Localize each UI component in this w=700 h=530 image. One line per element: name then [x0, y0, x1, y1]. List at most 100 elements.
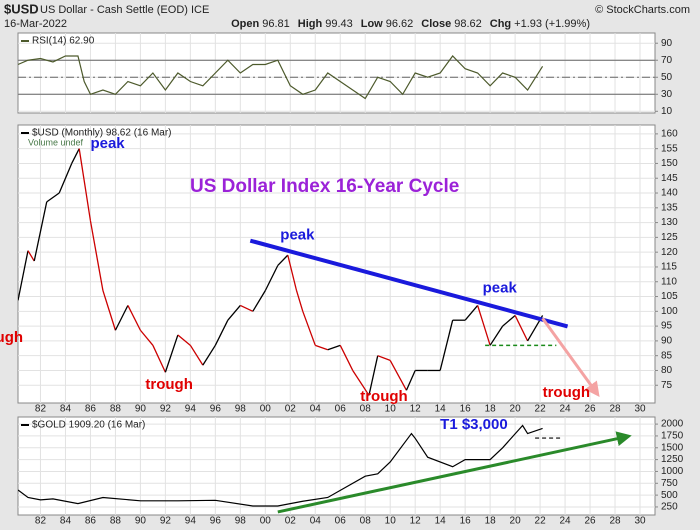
- line-segment: [33, 201, 48, 262]
- line-segment: [214, 319, 229, 346]
- line-segment: [114, 305, 129, 331]
- line-segment: [164, 334, 179, 373]
- x-tick-label: 94: [185, 404, 197, 415]
- x-tick-label: 08: [360, 516, 372, 527]
- y-tick-label: 30: [661, 89, 673, 100]
- line-segment: [489, 325, 504, 346]
- x-tick-label: 18: [485, 516, 497, 527]
- line-segment: [327, 344, 341, 351]
- annotation: trough: [145, 376, 192, 393]
- y-tick-label: 1000: [661, 466, 684, 477]
- annotation: peak: [483, 280, 518, 297]
- y-tick-label: 135: [661, 202, 678, 213]
- annotation: T1 $3,000: [440, 416, 508, 433]
- x-tick-label: 22: [535, 516, 547, 527]
- annotation-line: [541, 317, 600, 398]
- y-tick-label: 75: [661, 380, 673, 391]
- line-segment: [152, 345, 166, 373]
- line-segment: [389, 360, 408, 391]
- x-tick-label: 92: [160, 404, 172, 415]
- line-segment: [477, 305, 491, 346]
- x-tick-label: 92: [160, 516, 172, 527]
- y-tick-label: 10: [661, 106, 673, 117]
- x-tick-label: 14: [435, 516, 447, 527]
- note: Volume undef: [28, 137, 84, 147]
- x-tick-label: 00: [260, 404, 272, 415]
- y-tick-label: 70: [661, 55, 673, 66]
- quote-value: 99.43: [325, 18, 353, 30]
- x-tick-label: 88: [110, 516, 122, 527]
- y-tick-label: 95: [661, 321, 673, 332]
- x-tick-label: 24: [560, 516, 572, 527]
- y-tick-label: 80: [661, 365, 673, 376]
- credit: © StockCharts.com: [595, 4, 690, 16]
- y-tick-label: 105: [661, 291, 678, 302]
- line-segment: [252, 290, 266, 312]
- x-tick-label: 18: [485, 404, 497, 415]
- x-tick-label: 82: [35, 404, 47, 415]
- quote-value: 98.62: [454, 18, 482, 30]
- date: 16-Mar-2022: [4, 18, 67, 30]
- line-segment: [227, 304, 241, 321]
- line-segment: [189, 344, 204, 366]
- y-tick-label: 145: [661, 173, 678, 184]
- line-segment: [464, 304, 479, 321]
- x-tick-label: 00: [260, 516, 272, 527]
- x-tick-label: 22: [535, 404, 547, 415]
- line-segment: [46, 192, 60, 203]
- x-tick-label: 04: [310, 404, 322, 415]
- x-tick-label: 06: [335, 404, 347, 415]
- line-segment: [377, 355, 391, 362]
- x-tick-label: 88: [110, 404, 122, 415]
- x-tick-label: 10: [385, 404, 397, 415]
- x-tick-label: 86: [85, 404, 97, 415]
- x-tick-label: 20: [510, 516, 522, 527]
- x-tick-label: 02: [285, 516, 297, 527]
- y-tick-label: 155: [661, 143, 678, 154]
- x-tick-label: 26: [584, 404, 596, 415]
- x-tick-label: 90: [135, 404, 147, 415]
- y-tick-label: 500: [661, 490, 678, 501]
- y-tick-label: 90: [661, 38, 673, 49]
- symbol: $USD: [4, 1, 39, 16]
- x-tick-label: 94: [185, 516, 197, 527]
- line-segment: [302, 311, 316, 346]
- legend-label: $GOLD 1909.20 (16 Mar): [32, 420, 145, 431]
- quote-value: 96.81: [262, 18, 290, 30]
- plot: [18, 125, 655, 403]
- legend-label: $USD (Monthly) 98.62 (16 Mar): [32, 128, 172, 139]
- y-tick-label: 120: [661, 247, 678, 258]
- line-segment: [352, 370, 370, 396]
- x-tick-label: 16: [460, 404, 472, 415]
- annotation-line: [277, 431, 632, 514]
- y-tick-label: 1500: [661, 442, 684, 453]
- x-tick-label: 16: [460, 516, 472, 527]
- x-tick-label: 20: [510, 404, 522, 415]
- x-tick-label: 24: [560, 404, 572, 415]
- plot: [18, 33, 655, 113]
- x-tick-label: 02: [285, 404, 297, 415]
- y-tick-label: 115: [661, 262, 677, 273]
- quote-value: +1.93 (+1.99%): [514, 18, 590, 30]
- quote-value: 96.62: [386, 18, 414, 30]
- y-tick-label: 750: [661, 478, 678, 489]
- x-tick-label: 30: [634, 516, 646, 527]
- x-tick-label: 06: [335, 516, 347, 527]
- x-tick-label: 98: [235, 516, 247, 527]
- y-tick-label: 110: [661, 276, 677, 287]
- x-tick-label: 98: [235, 404, 247, 415]
- x-tick-label: 82: [35, 516, 47, 527]
- line-segment: [27, 250, 35, 262]
- annotation: trough: [543, 384, 590, 401]
- line-series: [18, 424, 543, 507]
- line-segment: [514, 315, 529, 342]
- line-segment: [339, 345, 354, 371]
- quote-label: Open: [231, 18, 259, 30]
- line-segment: [89, 220, 104, 291]
- quote-label: Low: [361, 18, 383, 30]
- y-tick-label: 1750: [661, 431, 684, 442]
- x-tick-label: 84: [60, 516, 72, 527]
- x-tick-label: 08: [360, 404, 372, 415]
- line-segment: [202, 344, 216, 366]
